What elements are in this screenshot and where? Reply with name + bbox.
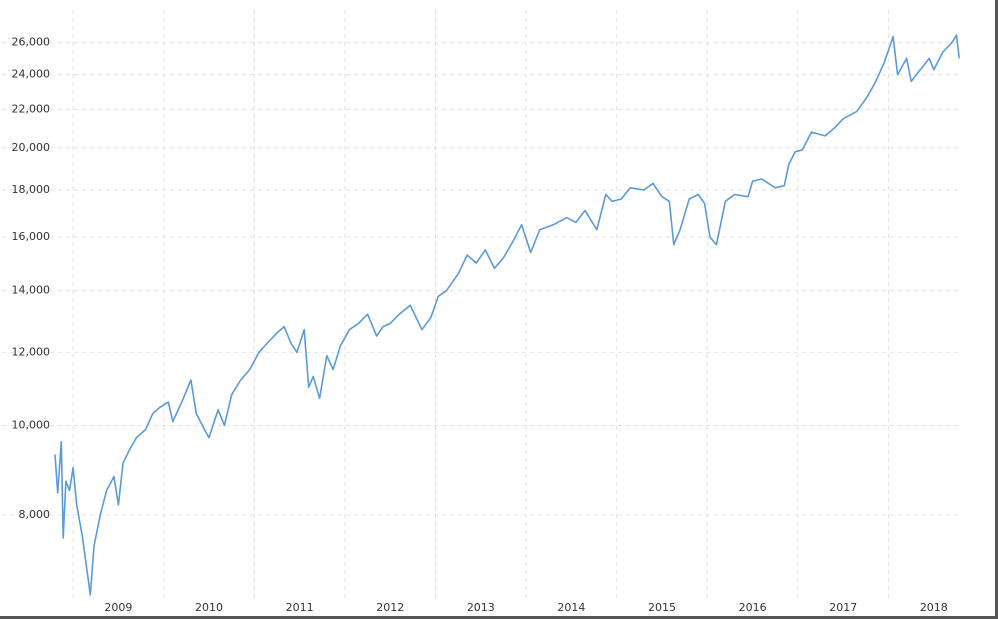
y-tick-label: 20,000 bbox=[12, 141, 51, 154]
x-tick-label: 2016 bbox=[739, 601, 767, 614]
y-tick-label: 16,000 bbox=[12, 230, 51, 243]
x-tick-label: 2009 bbox=[104, 601, 132, 614]
y-tick-label: 10,000 bbox=[12, 418, 51, 431]
y-tick-label: 14,000 bbox=[12, 284, 51, 297]
x-tick-label: 2018 bbox=[920, 601, 948, 614]
x-tick-label: 2011 bbox=[286, 601, 314, 614]
x-tick-label: 2015 bbox=[648, 601, 676, 614]
x-tick-label: 2012 bbox=[376, 601, 404, 614]
x-tick-label: 2017 bbox=[829, 601, 857, 614]
y-tick-label: 24,000 bbox=[12, 68, 51, 81]
y-tick-label: 12,000 bbox=[12, 345, 51, 358]
y-tick-label: 26,000 bbox=[12, 36, 51, 49]
x-tick-label: 2010 bbox=[195, 601, 223, 614]
y-tick-label: 18,000 bbox=[12, 183, 51, 196]
x-tick-label: 2013 bbox=[467, 601, 495, 614]
y-tick-label: 22,000 bbox=[12, 103, 51, 116]
y-tick-label: 8,000 bbox=[19, 508, 51, 521]
line-series bbox=[54, 34, 960, 596]
x-tick-label: 2014 bbox=[557, 601, 585, 614]
